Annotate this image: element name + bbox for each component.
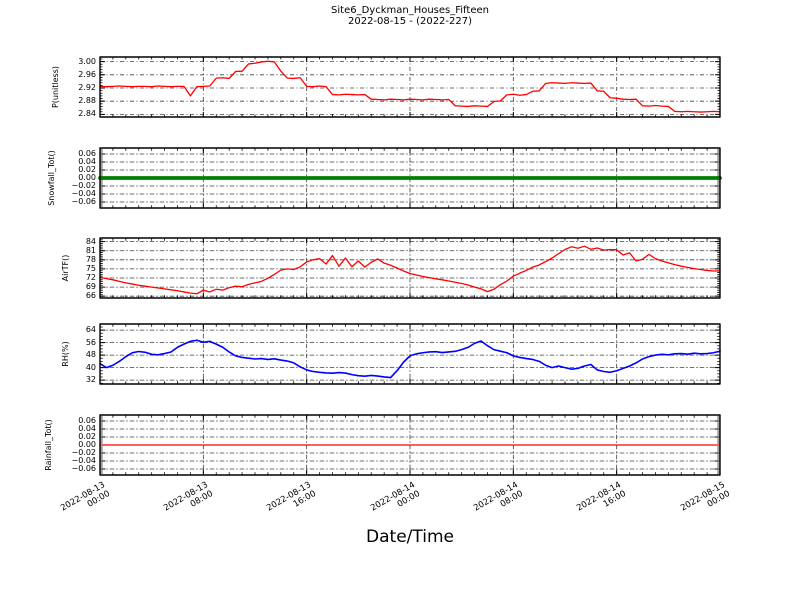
y-tick-label-text: 0.00 bbox=[78, 173, 96, 182]
y-tick-label-text: 72 bbox=[85, 273, 96, 282]
y-tick-label-text: 0.06 bbox=[78, 416, 96, 425]
y-tick-label-text: 0.00 bbox=[78, 440, 96, 449]
y-tick-label-text: 0.04 bbox=[78, 424, 96, 433]
y-tick-label-text: 2.96 bbox=[78, 69, 96, 79]
y-tick-label-text: 56 bbox=[85, 337, 96, 347]
y-tick-label-text: 81 bbox=[85, 245, 96, 255]
y-tick-label-text: −0.06 bbox=[71, 464, 96, 473]
y-tick-label-text: 2.88 bbox=[78, 96, 96, 106]
y-tick-label-text: −0.02 bbox=[71, 448, 96, 457]
y-tick-label-text: 0.02 bbox=[78, 432, 96, 441]
y-tick-label-text: 0.06 bbox=[78, 149, 96, 158]
y-tick-label-text: 32 bbox=[85, 375, 96, 385]
y-axis-label-rh: RH(%) bbox=[61, 341, 70, 367]
y-tick-label-text: 2.84 bbox=[78, 109, 96, 119]
y-tick-label-text: 64 bbox=[85, 325, 96, 335]
chart-title-line1: Site6_Dyckman_Houses_Fifteen bbox=[331, 5, 489, 16]
y-tick-label-text: 84 bbox=[85, 236, 96, 246]
y-tick-label-text: −0.04 bbox=[71, 189, 96, 198]
y-tick-label-text: 0.04 bbox=[78, 157, 96, 166]
y-tick-label-text: 40 bbox=[85, 362, 96, 372]
y-tick-label-text: 3.00 bbox=[78, 56, 96, 66]
y-tick-label-text: −0.04 bbox=[71, 456, 96, 465]
y-axis-label-rainfall: Rainfall_Tot() bbox=[44, 419, 53, 471]
y-tick-label-text: 0.02 bbox=[78, 165, 96, 174]
y-tick-label-text: −0.06 bbox=[71, 197, 96, 206]
chart-title-line2: 2022-08-15 - (2022-227) bbox=[347, 16, 473, 27]
y-tick-label-text: 75 bbox=[85, 263, 96, 273]
y-tick-label-text: 78 bbox=[85, 254, 96, 264]
chart-title: Site6_Dyckman_Houses_Fifteen 2022-08-15 … bbox=[100, 5, 720, 27]
y-tick-label-text: 66 bbox=[85, 291, 96, 301]
y-tick-label-text: 48 bbox=[85, 350, 96, 360]
y-tick-label-text: 2.92 bbox=[78, 82, 96, 92]
x-axis-label: Date/Time bbox=[366, 527, 454, 547]
y-tick-label-text: −0.02 bbox=[71, 181, 96, 190]
y-axis-label-snowfall: Snowfall_Tot() bbox=[47, 150, 56, 206]
y-tick-label-text: 69 bbox=[85, 282, 96, 292]
